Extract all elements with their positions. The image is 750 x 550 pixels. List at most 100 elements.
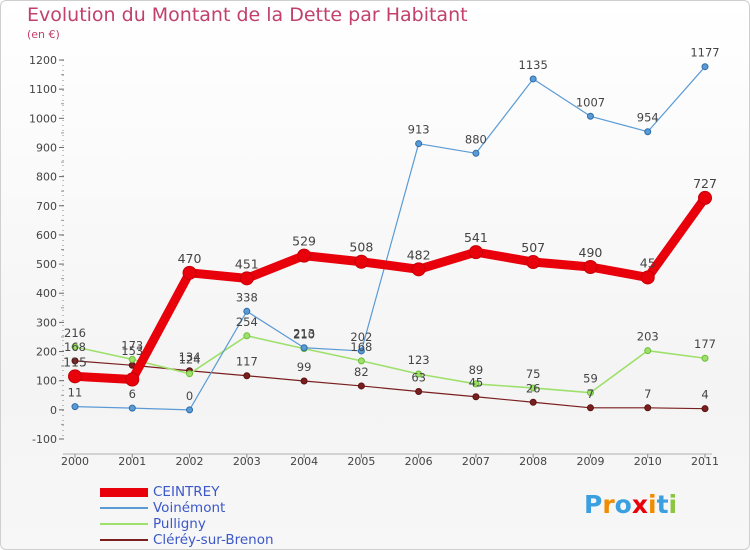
data-point [583, 259, 598, 274]
data-label: 210 [293, 328, 315, 342]
data-label: 45 [469, 376, 484, 390]
data-label: 954 [637, 111, 659, 125]
logo-letter: x [631, 490, 648, 519]
data-point [128, 355, 136, 363]
logo-letter: P [584, 490, 603, 519]
data-label: 6 [129, 387, 136, 401]
y-tick-label: 100 [36, 375, 57, 388]
data-label: 451 [235, 256, 259, 271]
data-label: 1177 [690, 46, 719, 60]
data-label: 529 [292, 234, 316, 249]
data-label: 880 [465, 132, 487, 146]
y-tick-label: 1200 [29, 54, 57, 67]
data-label: 202 [350, 330, 372, 344]
data-point [529, 398, 537, 406]
data-label: 203 [637, 330, 659, 344]
data-point [182, 265, 197, 280]
data-label: 216 [64, 326, 86, 340]
data-point [415, 140, 423, 148]
x-tick-label: 2001 [118, 455, 146, 468]
y-tick-label: 200 [36, 346, 57, 359]
data-label: 7 [587, 387, 594, 401]
data-label: 75 [526, 367, 541, 381]
data-point [586, 389, 594, 397]
data-point [411, 262, 426, 277]
x-tick-label: 2010 [634, 455, 662, 468]
y-tick-label: 600 [36, 229, 57, 242]
data-point [186, 370, 194, 378]
x-tick-label: 2003 [233, 455, 261, 468]
legend-swatch [100, 487, 148, 497]
data-label: 482 [407, 247, 431, 262]
data-label: 153 [121, 344, 143, 358]
logo-letter: i [668, 490, 678, 519]
data-label: 134 [179, 350, 201, 364]
x-tick-label: 2006 [405, 455, 433, 468]
legend-item: Voinémont [100, 500, 274, 516]
y-tick-label: 1100 [29, 83, 57, 96]
data-label: 0 [186, 389, 193, 403]
data-point [297, 248, 312, 263]
data-point [415, 370, 423, 378]
logo-letter: o [614, 490, 632, 519]
data-point [243, 332, 251, 340]
data-point [71, 357, 79, 365]
x-tick-label: 2002 [176, 455, 204, 468]
data-point [644, 347, 652, 355]
x-tick-label: 2008 [519, 455, 547, 468]
data-point [415, 387, 423, 395]
legend-swatch [100, 507, 148, 509]
x-tick-label: 2004 [290, 455, 318, 468]
data-point [640, 270, 655, 285]
data-label: 26 [526, 381, 541, 395]
data-label: 913 [408, 123, 430, 137]
data-point [125, 372, 140, 387]
proxiti-logo: Proxiti [584, 490, 677, 519]
data-point [354, 254, 369, 269]
y-tick-label: 900 [36, 141, 57, 154]
data-label: 168 [64, 340, 86, 354]
x-tick-label: 2000 [61, 455, 89, 468]
data-point [243, 307, 251, 315]
data-label: 168 [350, 340, 372, 354]
x-tick-label: 2009 [576, 455, 604, 468]
logo-letter: i [648, 490, 657, 519]
data-point [472, 393, 480, 401]
legend-item: CEINTREY [100, 484, 274, 500]
y-tick-label: 700 [36, 200, 57, 213]
data-label: 89 [469, 363, 484, 377]
y-tick-label: -100 [32, 433, 57, 446]
data-point [698, 190, 712, 205]
data-point [71, 403, 79, 411]
x-tick-label: 2011 [691, 455, 719, 468]
data-label: 1135 [519, 58, 548, 72]
data-point [300, 344, 308, 352]
data-label: 470 [178, 251, 202, 266]
chart-subtitle: (en €) [27, 28, 60, 41]
data-label: 254 [236, 315, 258, 329]
data-point [68, 369, 82, 384]
data-point [243, 372, 251, 380]
series-line-voin-mont [74, 66, 706, 411]
data-point [357, 382, 365, 390]
logo-letter: r [602, 490, 615, 519]
data-label: 123 [408, 353, 430, 367]
data-label: 59 [583, 372, 598, 386]
legend-swatch [100, 539, 148, 541]
data-label: 338 [236, 290, 258, 304]
series-line-pulligny [74, 334, 706, 394]
data-label: 11 [68, 386, 83, 400]
legend-label: Cléréy-sur-Brenon [153, 532, 274, 548]
series-line-ceintrey [70, 193, 710, 385]
data-label: 1007 [576, 95, 605, 109]
x-tick-label: 2007 [462, 455, 490, 468]
data-label: 4 [701, 388, 708, 402]
data-point [468, 245, 483, 260]
legend-item: Cléréy-sur-Brenon [100, 532, 274, 548]
data-point [300, 377, 308, 385]
data-point [701, 405, 709, 413]
y-tick-label: 800 [36, 171, 57, 184]
data-label: 115 [63, 354, 87, 369]
chart-legend: CEINTREY Voinémont Pulligny Cléréy-sur-Bren… [100, 484, 274, 548]
